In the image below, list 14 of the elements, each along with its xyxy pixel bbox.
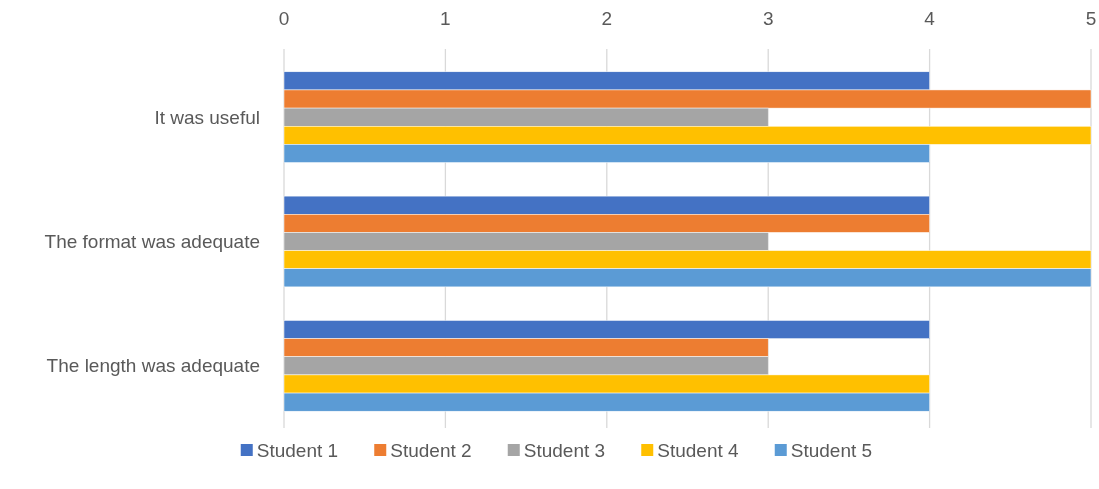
x-tick-label: 4	[924, 8, 936, 29]
y-tick-label: It was useful	[154, 106, 260, 128]
x-tick-label: 5	[1085, 8, 1097, 29]
legend-label: Student 2	[390, 439, 472, 461]
x-tick-label: 2	[601, 8, 613, 29]
y-tick-label: The format was adequate	[44, 231, 260, 253]
legend-label: Student 5	[790, 439, 873, 461]
y-tick-label: The length was adequate	[46, 355, 260, 377]
x-tick-label: 3	[762, 8, 774, 29]
legend-label: Student 1	[256, 439, 339, 461]
legend-label: Student 4	[657, 439, 740, 461]
x-tick-label: 1	[440, 8, 451, 29]
legend-label: Student 3	[523, 439, 606, 461]
x-tick-label: 0	[278, 8, 290, 29]
